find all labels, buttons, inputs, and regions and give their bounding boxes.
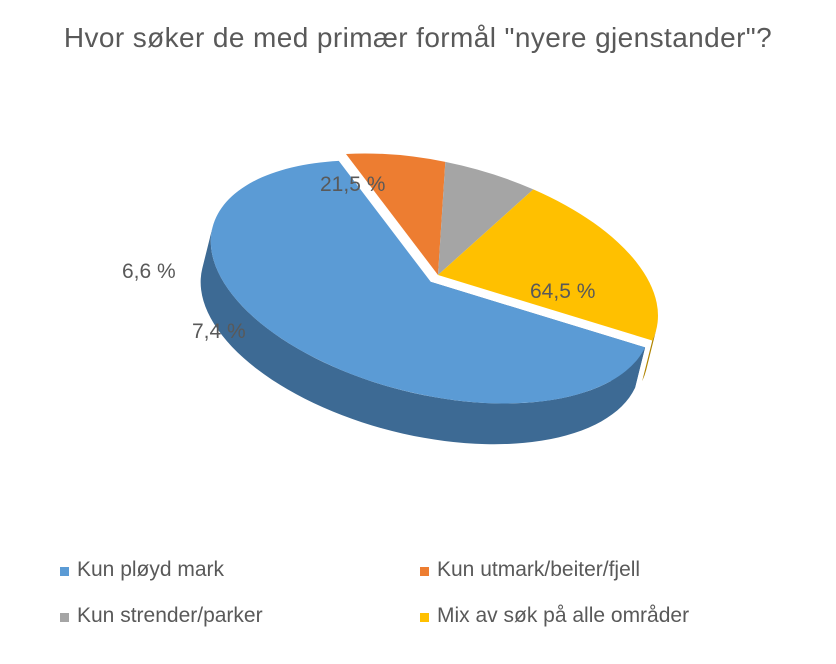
- legend-label-2: Kun strender/parker: [77, 604, 263, 628]
- legend-item-3: Mix av søk på alle områder: [420, 604, 780, 628]
- legend-label-3: Mix av søk på alle områder: [437, 604, 689, 628]
- legend-swatch-1: [420, 567, 429, 576]
- legend-label-0: Kun pløyd mark: [77, 558, 224, 582]
- pie-chart: 64,5 % 7,4 % 6,6 % 21,5 %: [0, 55, 836, 475]
- legend-item-2: Kun strender/parker: [60, 604, 420, 628]
- pie-svg: [198, 115, 678, 455]
- legend: Kun pløyd mark Kun utmark/beiter/fjell K…: [60, 558, 790, 650]
- legend-swatch-2: [60, 613, 69, 622]
- data-label-2: 6,6 %: [122, 260, 176, 284]
- legend-swatch-3: [420, 613, 429, 622]
- data-label-1: 7,4 %: [192, 320, 246, 344]
- legend-swatch-0: [60, 567, 69, 576]
- chart-title: Hvor søker de med primær formål "nyere g…: [0, 0, 836, 55]
- legend-label-1: Kun utmark/beiter/fjell: [437, 558, 640, 582]
- data-label-3: 21,5 %: [320, 173, 385, 197]
- legend-item-1: Kun utmark/beiter/fjell: [420, 558, 780, 582]
- data-label-0: 64,5 %: [530, 280, 595, 304]
- legend-item-0: Kun pløyd mark: [60, 558, 420, 582]
